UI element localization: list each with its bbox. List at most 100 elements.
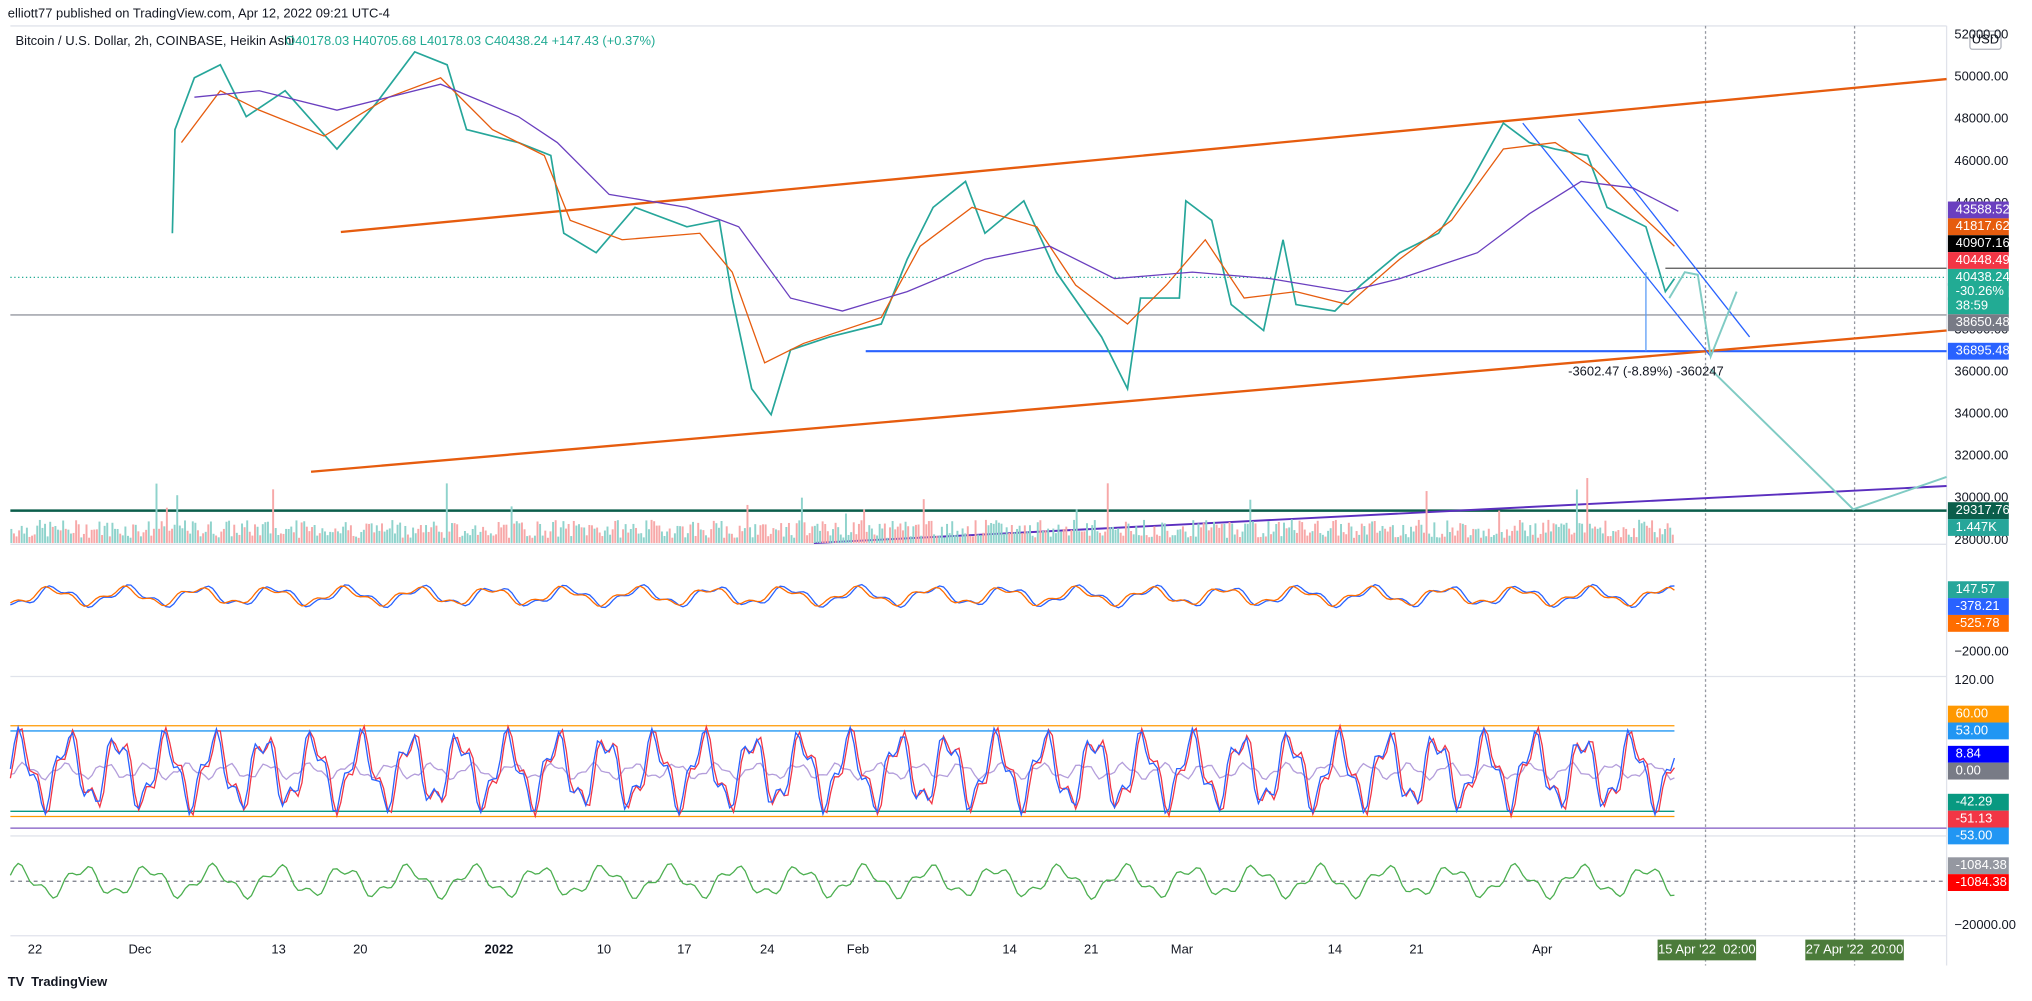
volume-bar	[767, 536, 770, 544]
volume-bar	[324, 531, 326, 544]
volume-bar	[1474, 529, 1477, 544]
volume-bar	[479, 531, 482, 544]
volume-bar	[995, 520, 998, 544]
volume-bar	[1114, 529, 1117, 544]
volume-bar	[155, 483, 158, 544]
volume-bar	[121, 535, 124, 544]
volume-bar	[391, 520, 394, 544]
volume-bar	[103, 525, 106, 544]
volume-bar	[1158, 535, 1161, 544]
time-label: 13	[271, 941, 285, 956]
volume-bar	[1262, 533, 1265, 544]
volume-bar	[627, 532, 630, 544]
volume-bar	[266, 521, 269, 544]
volume-bar	[673, 533, 676, 544]
volume-bar	[495, 534, 498, 544]
volume-bar	[1140, 535, 1143, 544]
volume-bar	[844, 513, 847, 544]
volume-bar	[920, 535, 923, 544]
volume-bar	[1099, 532, 1101, 544]
footer[interactable]: TradingView	[31, 974, 108, 989]
volume-bar	[878, 523, 881, 544]
volume-bar	[1324, 536, 1327, 544]
stoch-tag: -51.13	[1956, 810, 1993, 825]
volume-bar	[1267, 521, 1270, 544]
volume-bar	[414, 533, 417, 544]
volume-bar	[1394, 537, 1397, 544]
volume-bar	[228, 520, 231, 544]
volume-bar	[1570, 534, 1573, 544]
osc-line	[9, 862, 1675, 901]
volume-bar	[1363, 526, 1366, 544]
volume-bar	[1218, 527, 1221, 544]
volume-bar	[1565, 522, 1568, 544]
volume-bar	[694, 535, 697, 544]
time-label: 2022	[485, 941, 514, 956]
volume-bar	[990, 523, 993, 544]
volume-bar	[1560, 523, 1563, 544]
volume-bar	[1290, 519, 1293, 544]
volume-bar	[119, 533, 122, 544]
volume-bar	[1526, 536, 1529, 544]
volume-bar	[1671, 534, 1674, 544]
stoch-tag: -42.29	[1956, 794, 1993, 809]
volume-bar	[1049, 536, 1052, 544]
currency-box[interactable]	[1969, 30, 2002, 50]
volume-bar	[1459, 523, 1462, 544]
volume-bar	[209, 521, 212, 544]
time-label: Feb	[847, 941, 869, 956]
macd-tag-bg	[1947, 614, 2009, 632]
volume-bar	[1166, 530, 1169, 544]
volume-bar	[59, 530, 62, 544]
volume-bar	[1518, 520, 1521, 544]
volume-bar	[793, 537, 796, 544]
volume-bar	[51, 526, 54, 544]
osc-level: −20000.00	[1954, 917, 2016, 932]
logo[interactable]: TV	[8, 974, 25, 989]
volume-bar	[1521, 522, 1524, 544]
volume-bar	[1197, 523, 1200, 544]
price-scale: 52000.0050000.0048000.0046000.0044000.00…	[1947, 26, 2016, 932]
volume-bar	[1381, 525, 1384, 544]
volume-bar	[997, 522, 1000, 544]
time-label: 21	[1084, 941, 1098, 956]
volume-bar	[733, 537, 736, 544]
macd-tag: -525.78	[1956, 615, 2000, 630]
volume-bar	[852, 522, 855, 544]
volume-bar	[15, 536, 18, 544]
currency[interactable]: USD	[1972, 32, 1999, 47]
volume-bar	[601, 536, 604, 544]
volume-bar	[1542, 522, 1545, 544]
time-tag-bg	[1805, 939, 1904, 961]
stoch-tag-bg	[1947, 810, 2009, 828]
volume-bar	[806, 535, 809, 544]
volume-bar	[749, 527, 752, 544]
volume-bar	[178, 525, 181, 544]
volume-bar	[1109, 527, 1112, 544]
volume-bar	[279, 533, 282, 544]
volume-bar	[67, 529, 70, 544]
volume-bar	[417, 528, 420, 544]
volume-bar	[18, 530, 21, 544]
volume-bar	[1661, 534, 1664, 544]
volume-bar	[132, 524, 135, 544]
volume-bar	[362, 529, 365, 544]
volume-bar	[1285, 528, 1288, 544]
volume-bar	[331, 532, 334, 544]
volume-bar	[736, 537, 739, 544]
volume-bar	[715, 523, 718, 544]
volume-bar	[588, 524, 591, 544]
volume-bar	[575, 525, 578, 544]
volume-bar	[1168, 537, 1171, 544]
volume-bar	[585, 535, 588, 544]
volume-bar	[1552, 523, 1555, 544]
volume-bar	[399, 522, 402, 544]
price-tag: 1.447K	[1956, 519, 1997, 534]
volume-bar	[1594, 526, 1597, 544]
volume-bar	[41, 527, 44, 544]
volume-bar	[181, 528, 184, 544]
volume-bar	[1132, 534, 1135, 544]
volume-bar	[590, 525, 593, 544]
volume-bar	[769, 533, 772, 544]
volume-bar	[676, 525, 679, 544]
